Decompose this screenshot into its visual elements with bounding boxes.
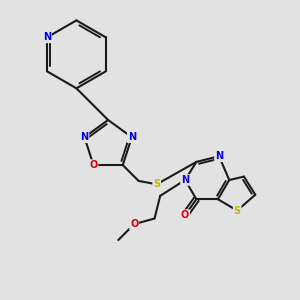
Text: S: S [153, 179, 160, 189]
Text: S: S [234, 206, 241, 216]
Text: N: N [128, 132, 136, 142]
Text: N: N [215, 151, 223, 161]
Text: N: N [80, 132, 88, 142]
Text: O: O [130, 219, 138, 229]
Text: O: O [181, 210, 189, 220]
Text: N: N [43, 32, 51, 42]
Text: N: N [181, 175, 189, 185]
Text: O: O [89, 160, 98, 170]
